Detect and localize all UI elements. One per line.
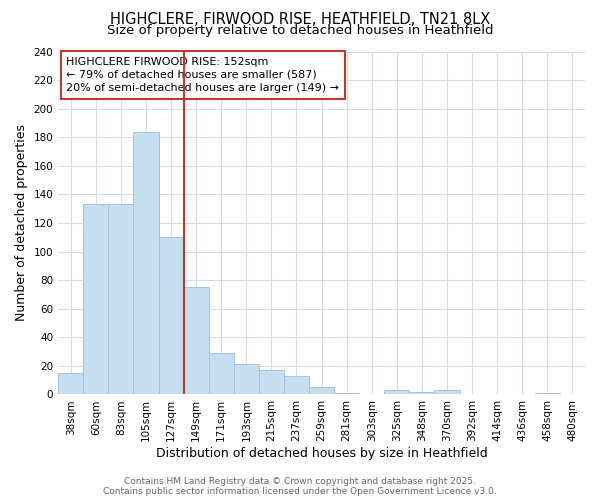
Text: HIGHCLERE FIRWOOD RISE: 152sqm
← 79% of detached houses are smaller (587)
20% of: HIGHCLERE FIRWOOD RISE: 152sqm ← 79% of … [66,56,339,93]
Bar [284,376,309,394]
Bar [58,373,83,394]
Bar [209,353,234,395]
Bar [184,288,209,395]
Bar [83,204,109,394]
Bar [234,364,259,394]
Bar [409,392,434,394]
Text: HIGHCLERE, FIRWOOD RISE, HEATHFIELD, TN21 8LX: HIGHCLERE, FIRWOOD RISE, HEATHFIELD, TN2… [110,12,490,28]
Bar [133,132,158,394]
Bar [259,370,284,394]
X-axis label: Distribution of detached houses by size in Heathfield: Distribution of detached houses by size … [156,447,487,460]
Bar [434,390,460,394]
Bar [535,393,560,394]
Bar [309,388,334,394]
Bar [334,393,359,394]
Text: Size of property relative to detached houses in Heathfield: Size of property relative to detached ho… [107,24,493,37]
Bar [158,238,184,394]
Y-axis label: Number of detached properties: Number of detached properties [15,124,28,322]
Text: Contains HM Land Registry data © Crown copyright and database right 2025.
Contai: Contains HM Land Registry data © Crown c… [103,476,497,496]
Bar [385,390,409,394]
Bar [109,204,133,394]
